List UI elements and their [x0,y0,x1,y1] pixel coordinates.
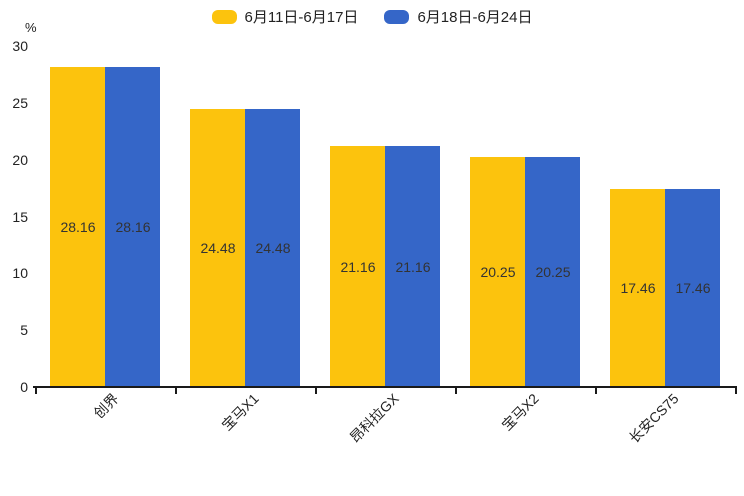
y-tick-label-10: 10 [12,265,28,282]
y-tick-label-5: 5 [20,322,28,339]
legend-label-week2: 6月18日-6月24日 [417,8,533,26]
x-category-label-5: 长安CS75 [625,390,682,447]
y-tick-label-30: 30 [12,38,28,54]
y-axis-unit-label: % [25,20,37,35]
x-category-label-2: 宝马X1 [218,390,262,434]
x-axis-tick-mark [315,387,317,394]
x-category-label-4: 宝马X2 [498,390,542,434]
x-axis-tick-mark [35,387,37,394]
legend: 6月11日-6月17日 6月18日-6月24日 [0,6,744,28]
bar-week2-4[interactable] [525,156,580,387]
legend-swatch-week1-icon [211,10,237,24]
x-axis-line [33,386,737,388]
x-axis-tick-mark [595,387,597,394]
x-axis-tick-mark [735,387,737,394]
y-tick-label-20: 20 [12,151,28,168]
bar-week1-4[interactable] [470,156,525,387]
x-axis-tick-mark [455,387,457,394]
y-tick-label-0: 0 [20,379,28,395]
bar-week2-2[interactable] [245,108,300,387]
x-axis-tick-mark [175,387,177,394]
bar-week1-1[interactable] [50,66,105,387]
x-category-label-3: 昂科拉GX [346,390,402,446]
legend-label-week1: 6月11日-6月17日 [244,8,359,26]
y-tick-label-15: 15 [12,208,28,225]
bar-week1-5[interactable] [610,188,665,387]
y-tick-label-25: 25 [12,94,28,111]
bar-week2-5[interactable] [665,188,720,387]
legend-item-week1[interactable]: 6月11日-6月17日 [211,8,359,26]
x-category-label-1: 创界 [90,390,122,422]
bar-week1-2[interactable] [190,108,245,387]
bar-week2-1[interactable] [105,66,160,387]
bar-week1-3[interactable] [330,146,385,387]
legend-swatch-week2-icon [384,10,410,24]
bar-week2-3[interactable] [385,146,440,387]
legend-item-week2[interactable]: 6月18日-6月24日 [384,8,533,26]
